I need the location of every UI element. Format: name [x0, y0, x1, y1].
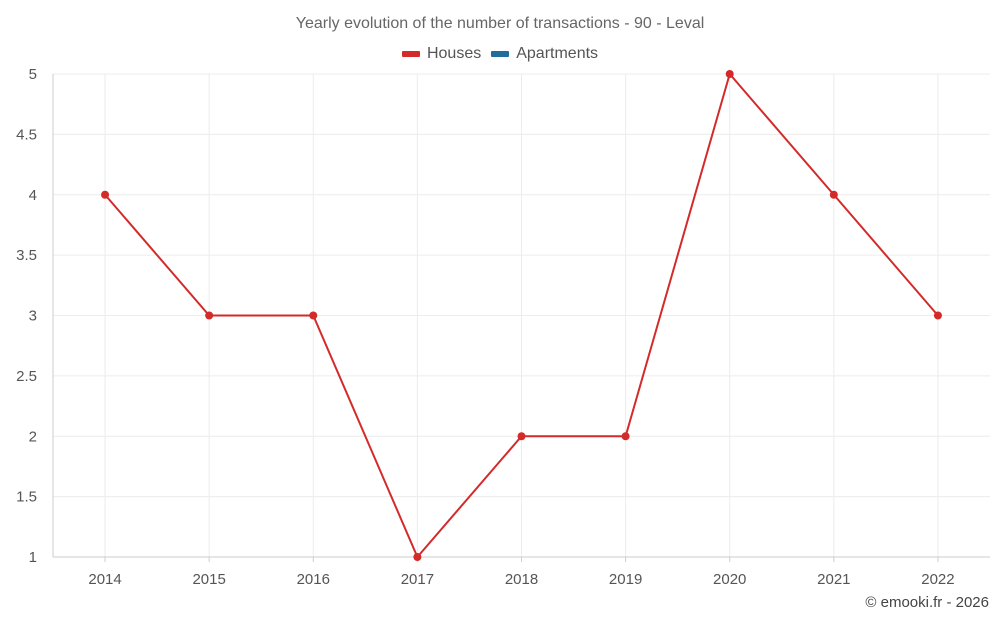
y-tick-label: 3.5	[16, 247, 37, 264]
legend-label-apartments: Apartments	[516, 45, 599, 62]
y-tick-label: 5	[29, 66, 37, 83]
credit: © emooki.fr - 2026	[865, 594, 989, 611]
y-tick-label: 4.5	[16, 126, 37, 143]
y-tick-label: 2	[29, 428, 37, 445]
chart-title: Yearly evolution of the number of transa…	[295, 15, 705, 32]
x-tick-label: 2015	[192, 571, 225, 588]
data-point-houses-2015	[205, 311, 214, 320]
data-point-houses-2016	[309, 311, 318, 320]
y-tick-label: 1.5	[16, 489, 37, 506]
data-point-houses-2019	[621, 432, 630, 441]
legend-label-houses: Houses	[426, 45, 482, 62]
x-tick-label: 2017	[401, 571, 434, 588]
data-point-houses-2021	[829, 190, 838, 199]
x-tick-label: 2016	[297, 571, 330, 588]
x-tick-label: 2019	[609, 571, 642, 588]
y-tick-label: 4	[29, 187, 37, 204]
data-point-houses-2020	[725, 70, 734, 78]
y-tick-label: 3	[29, 308, 37, 325]
x-tick-label: 2020	[713, 571, 746, 588]
x-tick-label: 2022	[921, 571, 954, 588]
x-tick-label: 2018	[505, 571, 538, 588]
data-point-houses-2022	[933, 311, 942, 320]
data-point-houses-2014	[101, 190, 110, 199]
y-tick-label: 1	[29, 549, 37, 566]
x-tick-label: 2014	[88, 571, 121, 588]
y-tick-label: 2.5	[16, 368, 37, 385]
data-point-houses-2018	[517, 432, 526, 441]
data-point-houses-2017	[413, 553, 422, 561]
legend-swatch-apartments	[491, 51, 510, 57]
legend-swatch-houses	[401, 51, 420, 57]
legend-item-apartments[interactable]: Apartments	[491, 45, 598, 63]
x-tick-label: 2021	[817, 571, 850, 588]
legend: Houses Apartments	[0, 45, 1000, 63]
legend-item-houses[interactable]: Houses	[401, 45, 482, 63]
